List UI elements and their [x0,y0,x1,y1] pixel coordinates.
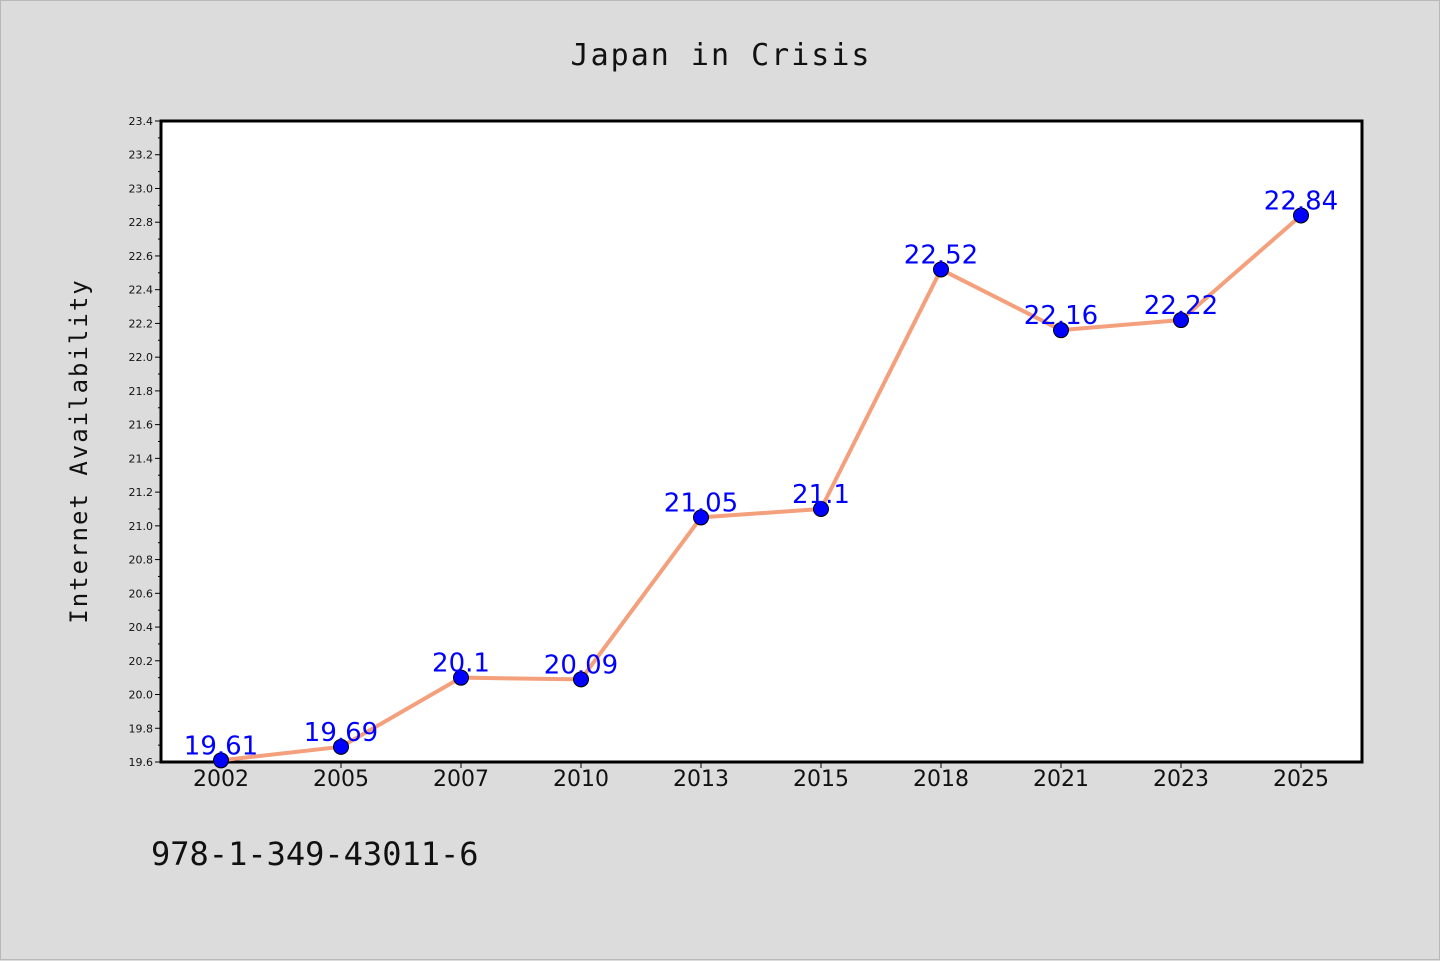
x-tick-label: 2010 [553,767,609,792]
marker-group [213,207,1309,769]
y-tick-label: 19.6 [129,756,154,769]
data-point [813,500,829,517]
data-point [693,509,709,526]
x-tick-label: 2015 [793,767,849,792]
data-point [333,738,349,755]
y-tick-label: 21.4 [129,452,154,465]
data-label: 20.1 [432,649,490,679]
y-tick-label: 22.4 [129,284,154,297]
y-tick-label: 22.6 [129,250,154,263]
x-tick-label: 2013 [673,767,729,792]
data-label: 19.69 [304,718,378,748]
data-label-group: 19.61 19.69 20.1 20.09 21.05 21.1 22.52 22.16 22… [184,186,1338,761]
data-point [453,669,469,686]
data-point [1293,207,1309,224]
x-tick-label: 2021 [1033,767,1089,792]
x-tick-label: 2025 [1273,767,1329,792]
y-tick-label: 20.4 [129,621,154,634]
series-group [219,213,1303,763]
data-point [573,671,589,688]
isbn-footer: 978-1-349-43011-6 [151,835,479,873]
y-axis: 19.6 19.8 20.0 20.2 20.4 20.6 20.8 21.0 21.2 21.4… [129,115,161,769]
x-axis: 2002 2005 2007 2010 2013 2015 2018 2021 2023 2025 [193,762,1329,792]
y-tick-label: 21.2 [129,486,154,499]
chart-title: Japan in Crisis [571,38,872,73]
y-tick-label: 23.4 [129,115,154,128]
data-label: 22.16 [1024,301,1098,331]
y-tick-label: 20.2 [129,655,154,668]
x-tick-label: 2005 [313,767,369,792]
y-tick-label: 22.8 [129,216,154,229]
data-label: 19.61 [184,731,258,761]
y-tick-label: 21.8 [129,385,154,398]
y-tick-label: 20.6 [129,587,154,600]
data-point [1053,322,1069,339]
data-label: 21.05 [664,488,738,518]
y-tick-label: 23.0 [129,182,154,195]
data-point [1173,312,1189,329]
x-tick-label: 2007 [433,767,489,792]
y-tick-label: 22.0 [129,351,154,364]
y-tick-label: 22.2 [129,317,154,330]
y-tick-label: 23.2 [129,149,154,162]
data-label: 21.1 [792,480,850,510]
data-label: 22.22 [1144,291,1218,321]
y-tick-label: 19.8 [129,722,154,735]
data-label: 20.09 [544,650,618,680]
data-point [933,261,949,278]
y-tick-label: 20.8 [129,554,154,567]
y-tick-label: 21.0 [129,520,154,533]
x-tick-label: 2023 [1153,767,1209,792]
plot-area [159,119,1364,764]
data-point [213,752,229,769]
y-axis-label: Internet Availability [65,278,93,623]
y-tick-label: 21.6 [129,419,154,432]
data-label: 22.52 [904,240,978,270]
x-tick-label: 2002 [193,767,249,792]
y-tick-label: 20.0 [129,689,154,702]
x-tick-label: 2018 [913,767,969,792]
series-line [219,213,1303,763]
data-label: 22.84 [1264,186,1338,216]
